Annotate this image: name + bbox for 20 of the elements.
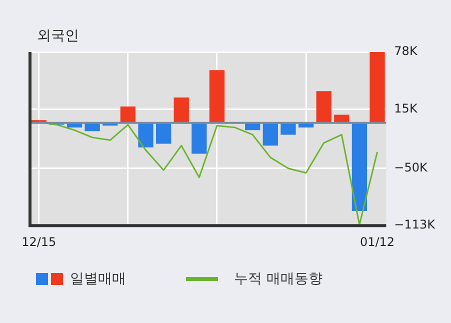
bar [138, 122, 154, 148]
x-tick-label: 01/12 [360, 234, 395, 249]
chart-title: 외국인 [37, 27, 79, 45]
bar [262, 122, 278, 146]
legend-label: 일별매매 [70, 270, 126, 288]
bar [209, 70, 225, 123]
y-tick-label: 78K [394, 44, 418, 58]
y-tick-label: −113K [394, 218, 436, 232]
bar [156, 122, 172, 144]
bar [280, 122, 296, 135]
bar [352, 122, 368, 212]
bar [316, 91, 332, 123]
x-tick-label: 12/15 [22, 234, 56, 249]
bar [192, 122, 207, 154]
bar [174, 97, 189, 123]
legend-label: 누적 매매동향 [234, 270, 322, 288]
y-tick-label: 15K [394, 101, 418, 116]
y-tick-label: −50K [394, 160, 428, 174]
bar [370, 52, 385, 123]
bar [120, 106, 136, 123]
